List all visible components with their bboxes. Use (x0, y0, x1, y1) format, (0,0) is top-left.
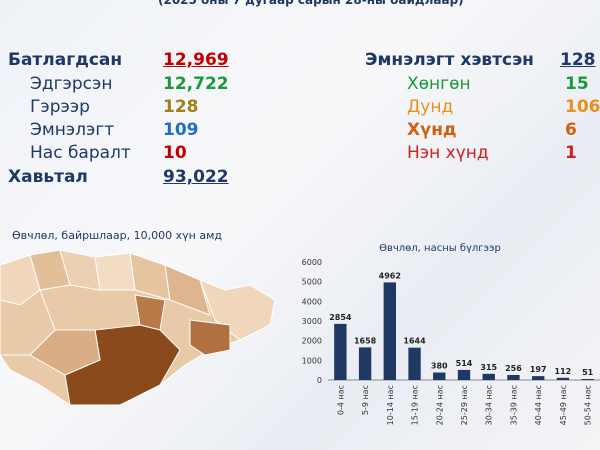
map-title: Өвчлөл, байршлаар, 10,000 хүн амд (12, 229, 222, 242)
stat-value: 106 (565, 97, 600, 117)
data-label: 1644 (403, 337, 426, 346)
stat-label: Нас баралт (30, 143, 131, 163)
stat-value: 128 (163, 97, 199, 117)
bar (408, 347, 421, 380)
stat-label: Хавьтал (8, 167, 88, 187)
bar (433, 372, 446, 380)
bar (482, 373, 495, 380)
stat-value: 109 (163, 120, 199, 140)
x-tick-label: 35-39 нас (509, 385, 518, 425)
stat-label: Эдгэрсэн (30, 74, 113, 94)
bar (457, 369, 471, 380)
map-region (189, 319, 231, 356)
x-tick-label: 25-29 нас (460, 385, 469, 425)
bar (581, 378, 594, 380)
x-tick-label: 15-19 нас (411, 385, 420, 425)
data-label: 380 (431, 362, 448, 371)
y-tick-label: 5000 (302, 278, 322, 287)
map-region (94, 252, 136, 291)
map-region (164, 264, 211, 316)
y-tick-label: 1000 (302, 356, 322, 365)
x-tick-label: 10-14 нас (386, 385, 395, 425)
y-tick-label: 0 (317, 376, 322, 385)
bar (532, 376, 545, 380)
stat-label: Хүнд (407, 120, 457, 140)
x-tick-label: 45-49 нас (559, 385, 568, 425)
y-tick-label: 4000 (302, 297, 322, 306)
stat-label: Батлагдсан (8, 50, 123, 70)
bar (556, 377, 570, 380)
stat-label: Гэрээр (30, 97, 90, 117)
x-tick-label: 50-54 нас (584, 385, 593, 425)
stat-value: 15 (565, 74, 589, 94)
data-label: 112 (555, 367, 572, 376)
bar (358, 347, 372, 380)
x-tick-label: 0-4 нас (336, 385, 345, 415)
data-label: 2854 (329, 313, 352, 322)
x-tick-label: 40-44 нас (534, 385, 543, 425)
bar (334, 323, 347, 380)
x-tick-label: 30-34 нас (485, 385, 494, 425)
data-label: 256 (505, 364, 522, 373)
data-label: 197 (530, 365, 547, 374)
bar (507, 374, 520, 380)
data-label: 514 (456, 359, 473, 368)
map (0, 249, 276, 406)
stat-value: 10 (163, 143, 187, 163)
x-tick-label: 20-24 нас (435, 385, 444, 425)
stat-label: Эмнэлэгт хэвтсэн (365, 50, 534, 70)
y-tick-label: 3000 (302, 317, 322, 326)
subtitle: (2025 оны 7 дугаар сарын 28-ны байдлаар) (158, 0, 464, 7)
data-label: 1658 (354, 336, 377, 345)
stat-value: 93,022 (163, 167, 229, 187)
bar-chart: Өвчлөл, насны бүлгээр 0 1000 2000 3000 4000 5… (302, 243, 600, 425)
map-region (29, 329, 101, 376)
stat-label: Хөнгөн (407, 74, 471, 94)
stat-label: Дунд (407, 97, 454, 117)
stat-value: 1 (565, 143, 577, 163)
x-tick-label: 5-9 нас (361, 385, 370, 415)
chart-title: Өвчлөл, насны бүлгээр (379, 243, 501, 254)
stat-value: 12,722 (163, 74, 229, 94)
stat-label: Нэн хүнд (407, 143, 489, 163)
stat-label: Эмнэлэгт (30, 120, 115, 140)
data-label: 4962 (379, 271, 401, 280)
stat-value: 128 (560, 50, 596, 70)
stat-value: 6 (565, 120, 577, 140)
data-label: 315 (480, 363, 497, 372)
stat-value: 12,969 (163, 50, 229, 70)
y-tick-label: 6000 (302, 258, 322, 267)
bar (383, 282, 396, 380)
y-tick-label: 2000 (302, 337, 322, 346)
data-label: 51 (582, 368, 594, 377)
